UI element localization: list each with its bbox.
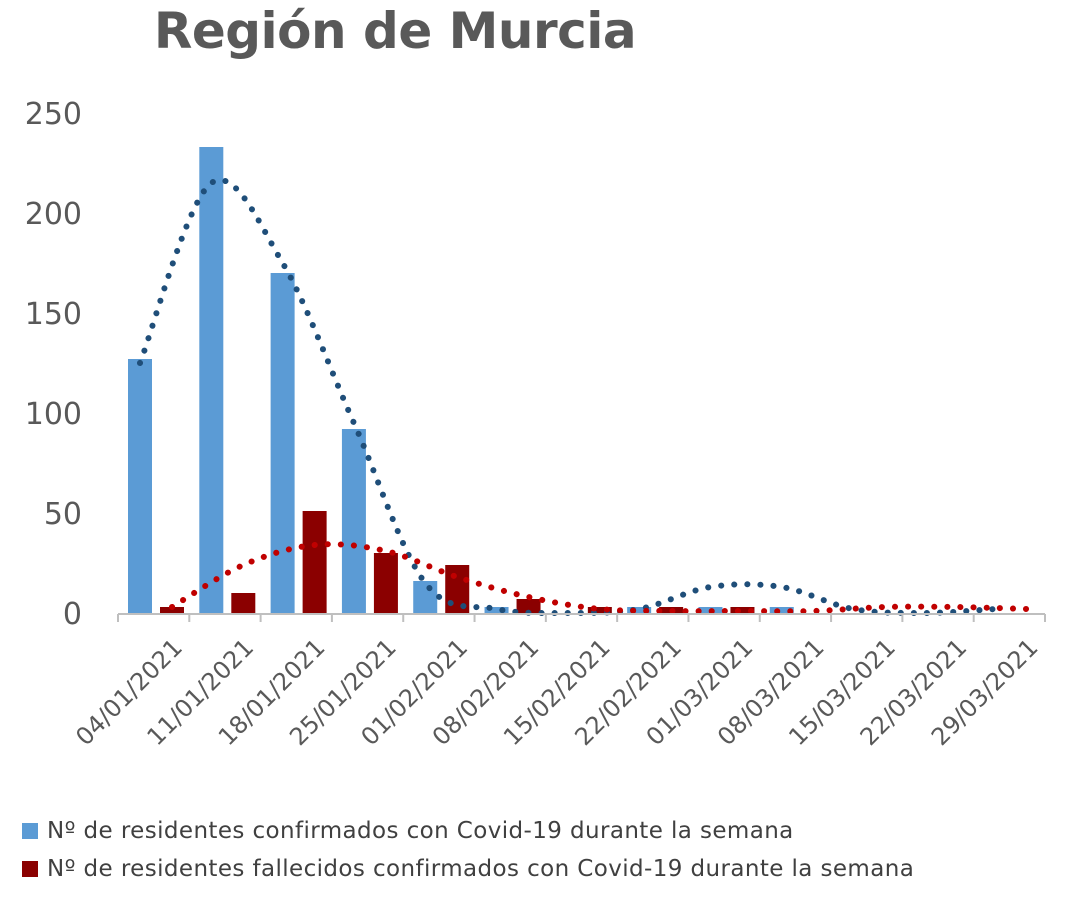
bar-series-1-1 bbox=[199, 147, 224, 613]
chart-plot: 0 50 100 150 200 250 04/01/202111/01/202118/0… bbox=[25, 97, 1046, 751]
bar-series-1-3 bbox=[341, 429, 366, 613]
bar-series-2-6 bbox=[587, 607, 612, 613]
bar-series-1-9 bbox=[769, 607, 794, 613]
y-tick-label-0: 0 bbox=[63, 597, 82, 632]
bars-layer bbox=[128, 147, 794, 613]
bar-series-2-1 bbox=[231, 593, 256, 613]
legend-item-deceased: Nº de residentes fallecidos confirmados … bbox=[22, 850, 914, 888]
bar-series-2-8 bbox=[730, 607, 755, 613]
bar-series-2-3 bbox=[373, 553, 398, 613]
x-tick-marks bbox=[117, 614, 1046, 622]
x-tick-labels: 04/01/202111/01/202118/01/202125/01/2021… bbox=[70, 633, 1043, 751]
trend-line-series-2 bbox=[169, 541, 1031, 615]
bar-series-2-5 bbox=[516, 599, 541, 613]
legend-swatch-deceased bbox=[22, 861, 38, 877]
bar-series-1-2 bbox=[270, 273, 295, 613]
y-tick-labels: 0 50 100 150 200 250 bbox=[25, 97, 82, 632]
legend-swatch-confirmed bbox=[22, 823, 38, 839]
legend-label-deceased: Nº de residentes fallecidos confirmados … bbox=[47, 856, 915, 882]
bar-series-1-7 bbox=[627, 607, 652, 613]
legend: Nº de residentes confirmados con Covid-1… bbox=[22, 812, 914, 888]
legend-label-confirmed: Nº de residentes confirmados con Covid-1… bbox=[47, 818, 794, 844]
y-tick-label-2: 100 bbox=[25, 397, 82, 432]
legend-item-confirmed: Nº de residentes confirmados con Covid-1… bbox=[22, 812, 914, 850]
chart-title: Región de Murcia bbox=[153, 2, 637, 60]
bar-series-1-5 bbox=[484, 607, 509, 613]
trend-layer bbox=[137, 177, 1031, 617]
bar-series-1-4 bbox=[413, 581, 438, 613]
y-tick-label-4: 200 bbox=[25, 197, 82, 232]
y-tick-label-3: 150 bbox=[25, 297, 82, 332]
y-tick-label-1: 50 bbox=[44, 497, 82, 532]
bar-series-1-0 bbox=[128, 359, 152, 613]
y-tick-label-5: 250 bbox=[25, 97, 82, 132]
trend-line-series-1 bbox=[137, 177, 999, 617]
bar-series-2-0 bbox=[160, 607, 184, 613]
bar-series-2-2 bbox=[302, 511, 327, 613]
